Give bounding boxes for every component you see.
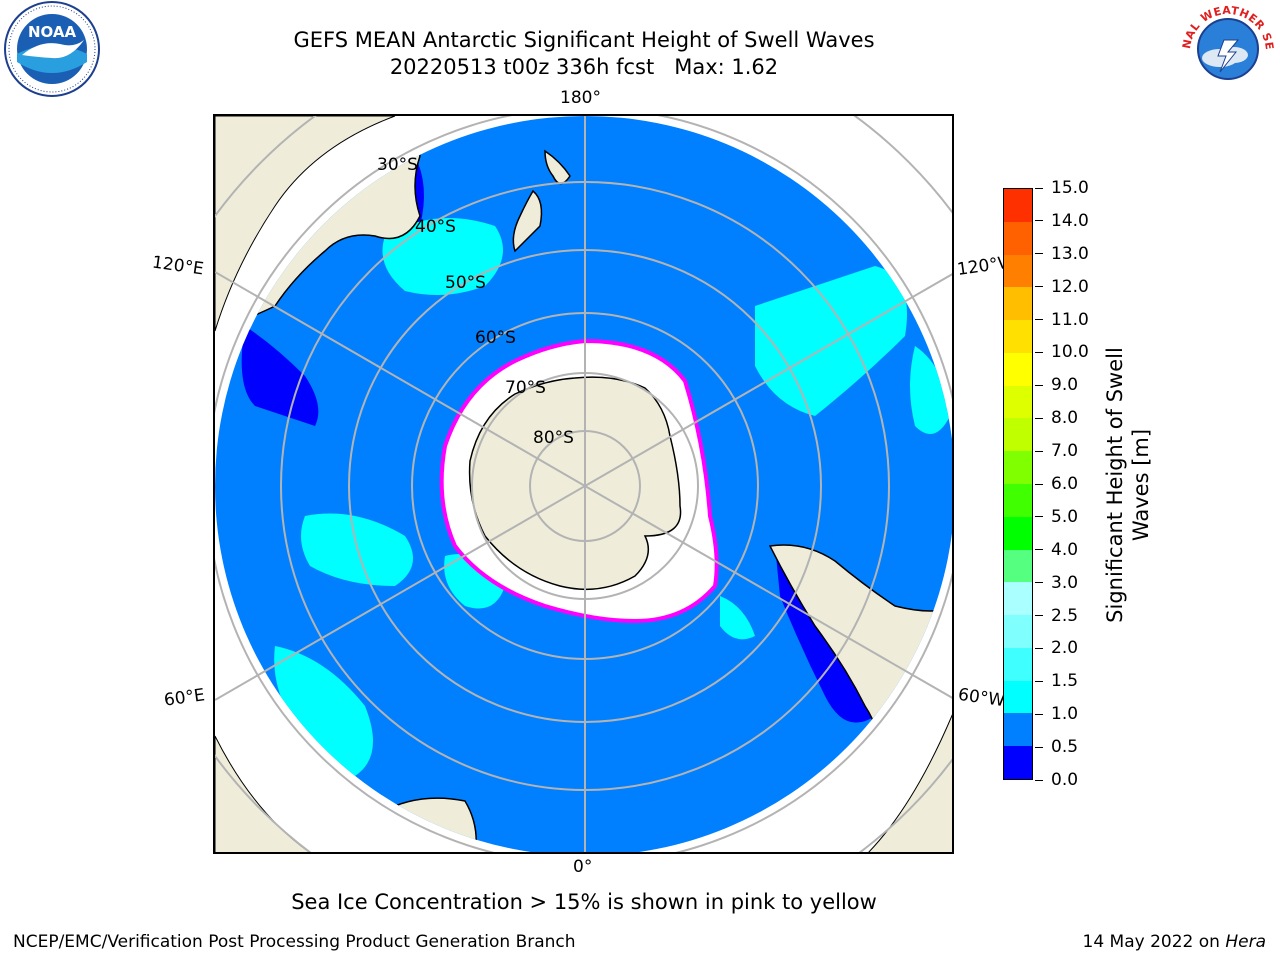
colorbar-title-line2: Waves [m] [1129, 428, 1153, 542]
footer-branch: NCEP/EMC/Verification Post Processing Pr… [13, 932, 576, 952]
colorbar [1003, 188, 1033, 780]
footer-date-text: 14 May 2022 on [1082, 932, 1226, 952]
colorbar-tick [1035, 286, 1043, 288]
new-zealand-south [512, 189, 543, 253]
colorbar-tick-label: 1.5 [1051, 671, 1079, 692]
colorbar-segment [1004, 385, 1032, 419]
colorbar-tick [1035, 483, 1043, 485]
noaa-logo: NOAA [0, 0, 104, 100]
colorbar-tick [1035, 647, 1043, 649]
colorbar-tick-label: 14.0 [1051, 210, 1089, 231]
lat-label-30s: 30°S [377, 155, 418, 175]
colorbar-tick [1035, 516, 1043, 518]
colorbar-segment [1004, 713, 1032, 747]
colorbar-tick [1035, 220, 1043, 222]
colorbar-tick [1035, 680, 1043, 682]
corner-land-nw [215, 116, 396, 332]
colorbar-tick-label: 13.0 [1051, 243, 1089, 264]
colorbar-tick-label: 8.0 [1051, 408, 1079, 429]
colorbar-tick-label: 15.0 [1051, 178, 1089, 198]
colorbar-tick-label: 3.0 [1051, 572, 1079, 593]
lon-label-180: 180° [560, 88, 601, 108]
colorbar-tick [1035, 384, 1043, 386]
swell-patch [755, 266, 907, 416]
swell-patch [720, 596, 755, 640]
chart-title: GEFS MEAN Antarctic Significant Height o… [293, 28, 875, 52]
swell-patch [382, 218, 503, 295]
lon-label-60w: 60°W [956, 684, 1007, 712]
lon-label-120e: 120°E [150, 252, 205, 280]
colorbar-tick [1035, 253, 1043, 255]
footer-date: 14 May 2022 on Hera [1083, 932, 1267, 952]
colorbar-tick-label: 2.0 [1051, 638, 1079, 659]
nws-logo: NATIONAL WEATHER SERVICE [1171, 0, 1280, 100]
colorbar-segment [1004, 615, 1032, 648]
colorbar-tick [1035, 713, 1043, 715]
colorbar-segment [1004, 746, 1032, 779]
lat-label-50s: 50°S [445, 273, 486, 293]
colorbar-tick [1035, 582, 1043, 584]
colorbar-tick-label: 0.0 [1051, 770, 1079, 790]
colorbar-tick [1035, 779, 1043, 781]
lat-label-40s: 40°S [415, 217, 456, 237]
antarctica-land [468, 376, 682, 591]
colorbar-title-line1: Significant Height of Swell [1103, 347, 1127, 623]
colorbar-tick-label: 11.0 [1051, 309, 1089, 330]
colorbar-segment [1004, 483, 1032, 517]
colorbar-segment [1004, 549, 1032, 583]
corner-land-se [868, 714, 952, 852]
colorbar-tick [1035, 615, 1043, 617]
colorbar-segment [1004, 451, 1032, 484]
colorbar-tick [1035, 417, 1043, 419]
sea-ice-note: Sea Ice Concentration > 15% is shown in … [291, 890, 877, 914]
swell-patch [274, 646, 373, 776]
low-swell-region [241, 326, 319, 426]
colorbar-segment [1004, 320, 1032, 353]
colorbar-segment [1004, 352, 1032, 386]
swell-patch [910, 346, 950, 434]
colorbar-tick [1035, 746, 1043, 748]
polar-map-svg: 30°S 40°S 50°S 60°S 70°S 80°S [215, 116, 952, 852]
footer-machine: Hera [1225, 932, 1266, 952]
colorbar-tick-label: 4.0 [1051, 539, 1079, 560]
noaa-logo-text: NOAA [28, 23, 77, 41]
colorbar-segment [1004, 254, 1032, 288]
colorbar-tick [1035, 319, 1043, 321]
polar-map: 30°S 40°S 50°S 60°S 70°S 80°S [213, 114, 954, 854]
corner-land-sw [215, 735, 311, 852]
lon-label-0: 0° [573, 857, 593, 877]
colorbar-tick [1035, 351, 1043, 353]
colorbar-segment [1004, 516, 1032, 550]
colorbar-tick-label: 12.0 [1051, 276, 1089, 297]
colorbar-tick-label: 6.0 [1051, 474, 1079, 494]
lat-label-80s: 80°S [533, 428, 574, 448]
colorbar-tick [1035, 549, 1043, 551]
colorbar-segment [1004, 680, 1032, 714]
colorbar-segment [1004, 287, 1032, 321]
colorbar-tick-label: 5.0 [1051, 506, 1079, 527]
colorbar-segment [1004, 582, 1032, 616]
colorbar-tick-label: 1.0 [1051, 704, 1079, 725]
lon-label-60e: 60°E [162, 685, 207, 711]
colorbar-segment [1004, 221, 1032, 255]
lat-label-60s: 60°S [475, 328, 516, 348]
lat-label-70s: 70°S [505, 378, 546, 398]
colorbar-segment [1004, 647, 1032, 681]
chart-subtitle: 20220513 t00z 336h fcst Max: 1.62 [389, 55, 779, 79]
colorbar-tick-label: 7.0 [1051, 441, 1079, 462]
colorbar-tick-label: 2.5 [1051, 605, 1079, 626]
colorbar-title: Significant Height of Swell Waves [m] [1102, 305, 1154, 665]
colorbar-tick [1035, 450, 1043, 452]
colorbar-tick-label: 10.0 [1051, 342, 1089, 363]
colorbar-tick-label: 0.5 [1051, 737, 1079, 758]
graticule [215, 116, 952, 852]
colorbar-tick [1035, 187, 1043, 189]
colorbar-segment [1004, 418, 1032, 452]
colorbar-tick-label: 9.0 [1051, 375, 1079, 396]
colorbar-segment [1004, 188, 1032, 222]
